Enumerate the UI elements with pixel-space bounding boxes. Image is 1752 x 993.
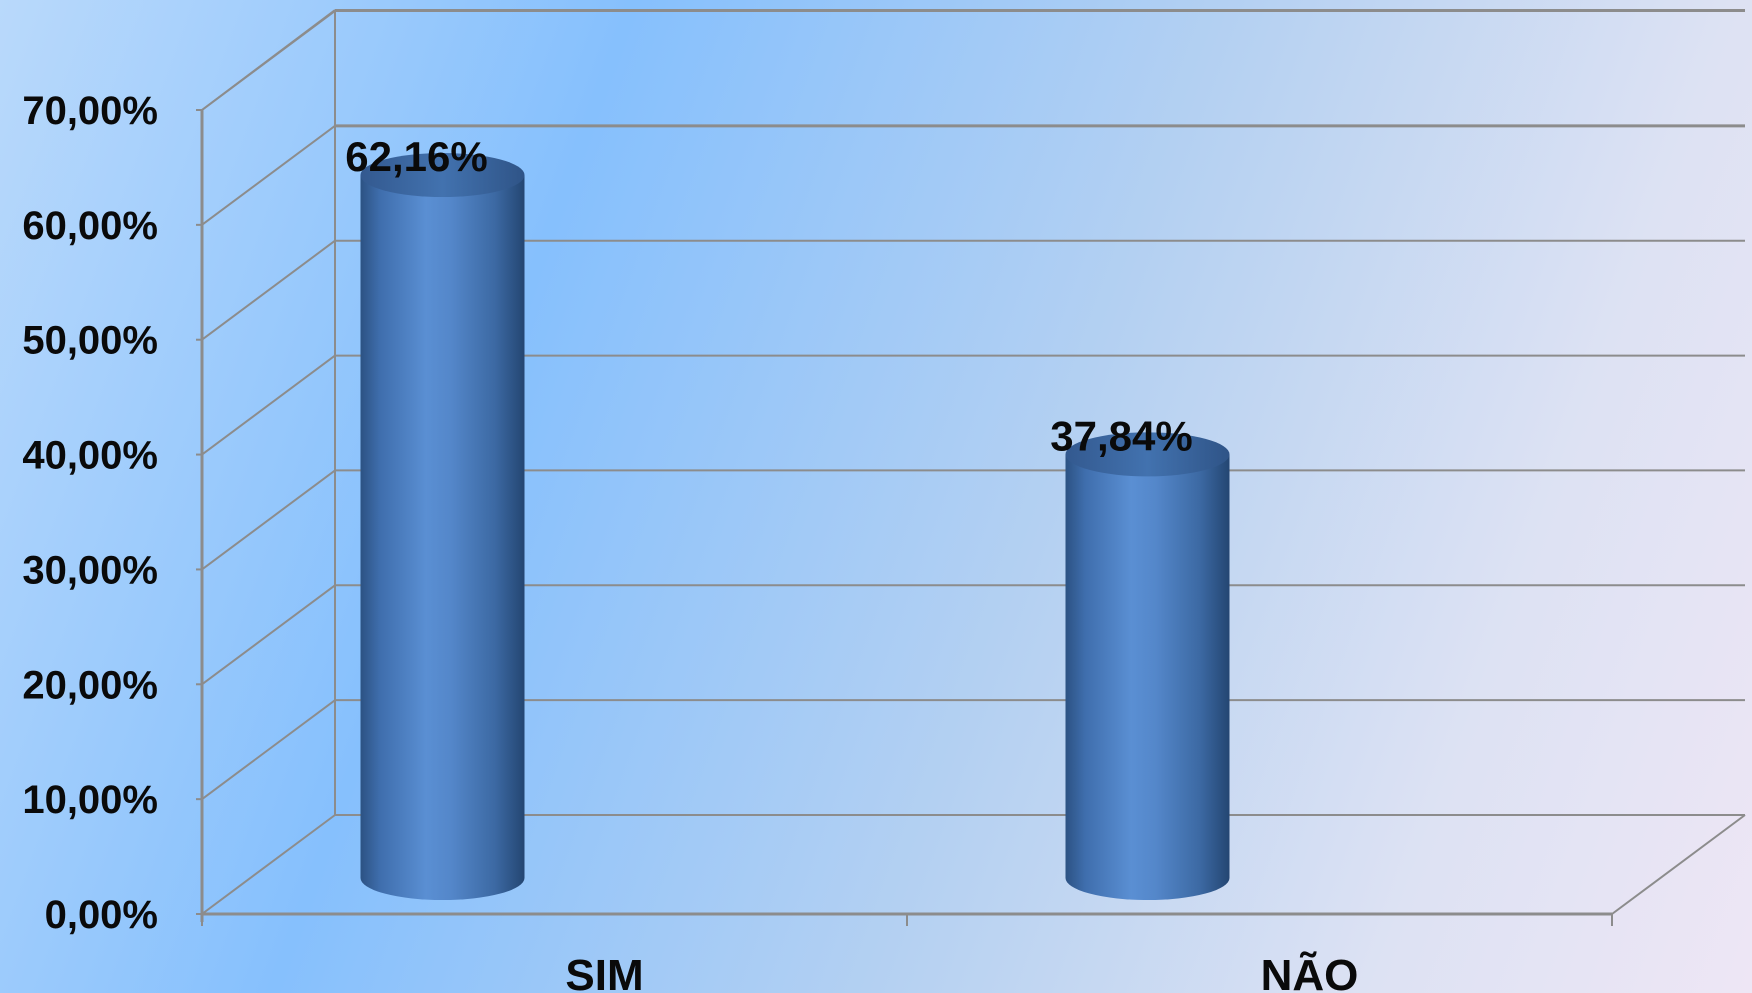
y-tick-label: 40,00% [22,434,158,478]
bar-cap [360,153,525,198]
floor-right-edge [1611,814,1746,915]
y-tick-label: 70,00% [22,89,158,133]
bar-não [1065,432,1230,900]
bar-cap [1065,432,1230,477]
y-tick-label: 20,00% [22,663,158,707]
y-tick-label: 60,00% [22,204,158,248]
gridlines [201,9,1746,915]
gridline-side-1 [201,699,336,800]
y-tick-label: 50,00% [22,319,158,363]
data-label: 62,16% [345,133,487,180]
axes [196,109,1613,926]
data-label: 37,84% [1050,412,1192,459]
gridline-side-2 [201,584,336,686]
gridline-side-5 [201,239,336,341]
bar-body [360,175,525,901]
wall-top-edge [201,9,336,111]
bar-body [1065,454,1230,900]
x-category-label: NÃO [1261,950,1359,993]
y-tick-label: 0,00% [45,893,158,937]
y-tick-label: 10,00% [22,778,158,822]
gridline-side-4 [201,354,336,456]
bar-sim [360,153,525,901]
labels: 0,00% 10,00% 20,00% 30,00% 40,00% 50,00% 60,00… [22,89,1358,993]
y-tick-label: 30,00% [22,548,158,592]
gridline-side-3 [201,469,336,571]
x-category-label: SIM [565,951,643,993]
bars [360,153,1230,901]
gridline-side-0 [201,814,336,915]
gridline-side-6 [201,125,336,226]
